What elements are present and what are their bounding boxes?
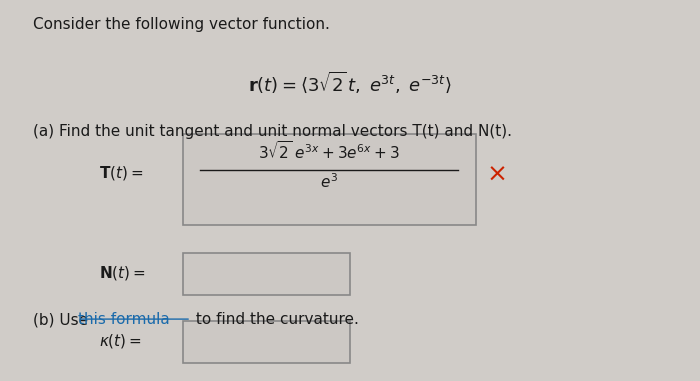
Text: this formula: this formula [78, 312, 170, 327]
FancyBboxPatch shape [183, 253, 350, 295]
FancyBboxPatch shape [183, 321, 350, 363]
Text: $\kappa(t) =$: $\kappa(t) =$ [99, 332, 142, 350]
Text: to find the curvature.: to find the curvature. [191, 312, 359, 327]
Text: $\mathbf{r}(t) = \langle 3\sqrt{2}\,t,\; e^{3t},\; e^{-3t} \rangle$: $\mathbf{r}(t) = \langle 3\sqrt{2}\,t,\;… [248, 69, 452, 94]
Text: (a) Find the unit tangent and unit normal vectors T(t) and N(t).: (a) Find the unit tangent and unit norma… [33, 124, 512, 139]
FancyBboxPatch shape [183, 134, 475, 224]
Text: (b) Use: (b) Use [33, 312, 93, 327]
Text: $\mathbf{T}(t) =$: $\mathbf{T}(t) =$ [99, 165, 144, 182]
Text: Consider the following vector function.: Consider the following vector function. [33, 16, 330, 32]
Text: $\mathbf{N}(t) =$: $\mathbf{N}(t) =$ [99, 264, 146, 282]
Text: $3\sqrt{2}\;e^{3x}+3e^{6x}+3$: $3\sqrt{2}\;e^{3x}+3e^{6x}+3$ [258, 140, 400, 162]
Text: $\times$: $\times$ [486, 162, 505, 186]
Text: $e^{3}$: $e^{3}$ [320, 172, 338, 191]
